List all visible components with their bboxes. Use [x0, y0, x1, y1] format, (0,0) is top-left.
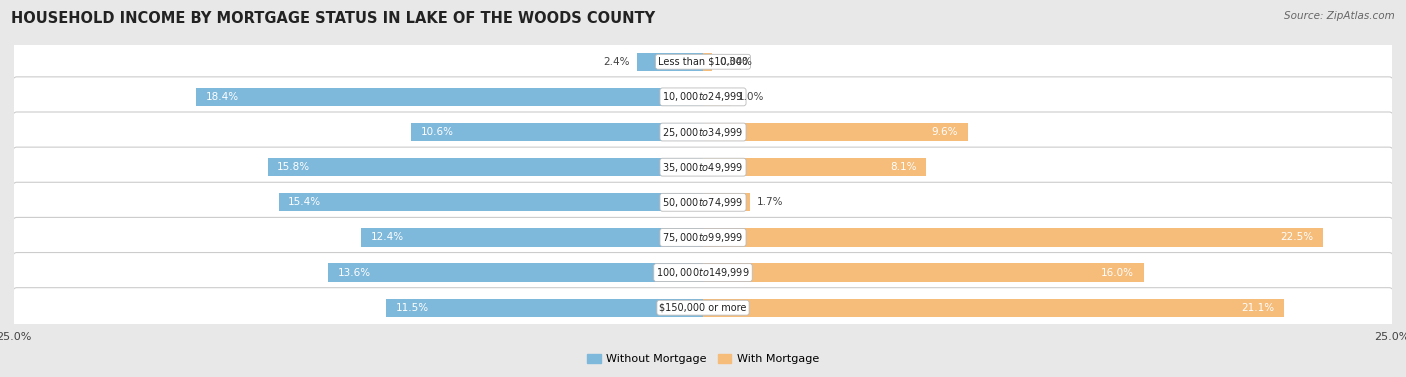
Bar [703, 53, 713, 71]
Bar [195, 88, 703, 106]
Text: $10,000 to $24,999: $10,000 to $24,999 [662, 90, 744, 103]
Text: $75,000 to $99,999: $75,000 to $99,999 [662, 231, 744, 244]
FancyBboxPatch shape [13, 147, 1393, 187]
Text: 22.5%: 22.5% [1281, 233, 1313, 242]
Text: 13.6%: 13.6% [337, 268, 371, 277]
FancyBboxPatch shape [13, 288, 1393, 328]
Bar [637, 53, 703, 71]
FancyBboxPatch shape [13, 77, 1393, 117]
Bar [387, 299, 703, 317]
Bar [328, 264, 703, 282]
FancyBboxPatch shape [13, 218, 1393, 257]
Bar [278, 193, 703, 211]
Text: 8.1%: 8.1% [890, 162, 917, 172]
Bar [267, 158, 703, 176]
Text: Source: ZipAtlas.com: Source: ZipAtlas.com [1284, 11, 1395, 21]
Text: 11.5%: 11.5% [395, 303, 429, 313]
Text: 12.4%: 12.4% [371, 233, 404, 242]
Bar [361, 228, 703, 247]
FancyBboxPatch shape [13, 253, 1393, 293]
FancyBboxPatch shape [13, 112, 1393, 152]
Text: $35,000 to $49,999: $35,000 to $49,999 [662, 161, 744, 174]
Text: HOUSEHOLD INCOME BY MORTGAGE STATUS IN LAKE OF THE WOODS COUNTY: HOUSEHOLD INCOME BY MORTGAGE STATUS IN L… [11, 11, 655, 26]
Bar [703, 88, 731, 106]
Text: 18.4%: 18.4% [205, 92, 239, 102]
Text: 0.34%: 0.34% [720, 57, 752, 67]
Bar [703, 228, 1323, 247]
Text: $100,000 to $149,999: $100,000 to $149,999 [657, 266, 749, 279]
Text: 10.6%: 10.6% [420, 127, 454, 137]
Legend: Without Mortgage, With Mortgage: Without Mortgage, With Mortgage [582, 349, 824, 369]
Text: 9.6%: 9.6% [931, 127, 957, 137]
Bar [703, 158, 927, 176]
Text: Less than $10,000: Less than $10,000 [658, 57, 748, 67]
Text: 2.4%: 2.4% [603, 57, 630, 67]
Text: $25,000 to $34,999: $25,000 to $34,999 [662, 126, 744, 138]
Bar [703, 264, 1144, 282]
FancyBboxPatch shape [13, 42, 1393, 82]
Text: 15.8%: 15.8% [277, 162, 311, 172]
Text: 1.7%: 1.7% [756, 197, 783, 207]
Text: 1.0%: 1.0% [738, 92, 763, 102]
Bar [703, 193, 749, 211]
Bar [703, 123, 967, 141]
Text: 16.0%: 16.0% [1101, 268, 1135, 277]
Text: $50,000 to $74,999: $50,000 to $74,999 [662, 196, 744, 209]
Bar [411, 123, 703, 141]
Bar [703, 299, 1285, 317]
Text: 21.1%: 21.1% [1241, 303, 1275, 313]
FancyBboxPatch shape [13, 182, 1393, 222]
Text: $150,000 or more: $150,000 or more [659, 303, 747, 313]
Text: 15.4%: 15.4% [288, 197, 322, 207]
